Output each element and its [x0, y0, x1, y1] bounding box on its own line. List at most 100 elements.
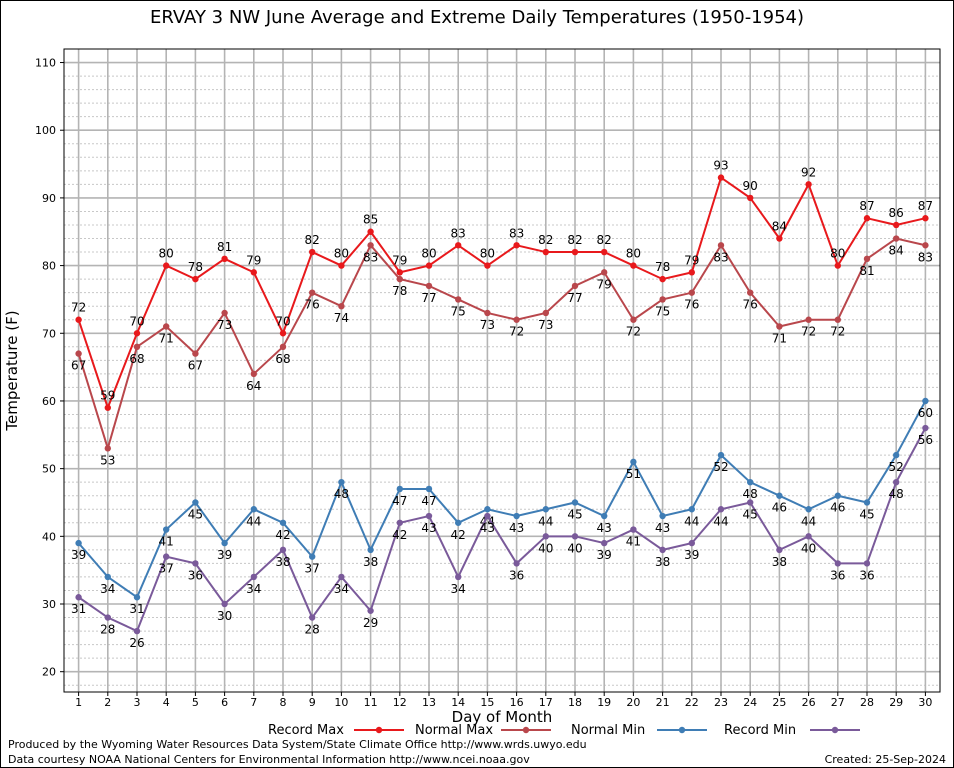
data-point [163, 323, 170, 330]
data-label: 48 [889, 487, 904, 501]
data-label: 84 [889, 244, 904, 258]
data-label: 48 [743, 487, 758, 501]
data-label: 82 [305, 233, 320, 247]
data-label: 76 [684, 298, 699, 312]
legend-swatch-marker [522, 726, 530, 734]
data-label: 39 [71, 548, 86, 562]
data-label: 72 [801, 325, 816, 339]
data-point [279, 546, 287, 554]
data-label: 80 [480, 247, 495, 261]
legend-item: Record Min [724, 723, 860, 738]
data-label: 41 [626, 535, 641, 549]
data-label: 40 [538, 541, 553, 555]
y-tick-label: 110 [35, 57, 56, 70]
data-point [221, 600, 228, 608]
y-tick-label: 60 [42, 395, 56, 408]
data-point [338, 303, 345, 310]
data-point [425, 512, 433, 520]
data-point [717, 242, 725, 249]
data-label: 83 [451, 226, 466, 240]
data-label: 81 [217, 240, 232, 254]
data-label: 77 [567, 291, 582, 305]
data-point [250, 269, 257, 276]
data-point [396, 519, 403, 526]
chart-title: ERVAY 3 NW June Average and Extreme Dail… [149, 7, 805, 28]
data-point [630, 526, 637, 533]
data-label: 45 [743, 507, 758, 521]
data-point [630, 262, 637, 269]
y-tick-label: 20 [42, 666, 56, 679]
x-tick-label: 4 [163, 696, 170, 709]
data-label: 82 [567, 233, 582, 247]
data-label: 80 [830, 247, 845, 261]
data-point [192, 275, 199, 283]
data-point [601, 248, 608, 256]
data-point [75, 594, 82, 601]
data-label: 42 [392, 528, 407, 542]
legend-item: Normal Min [571, 723, 707, 738]
legend-item: Normal Max [415, 723, 551, 738]
data-label: 73 [538, 318, 553, 332]
data-point [425, 282, 433, 290]
x-tick-label: 6 [221, 696, 228, 709]
data-point [279, 343, 287, 351]
x-axis-label: Day of Month [452, 708, 553, 726]
data-point [367, 546, 374, 554]
series-line [77, 400, 927, 599]
data-label: 60 [918, 406, 933, 420]
data-point [163, 262, 170, 269]
legend-swatch-marker [678, 726, 686, 734]
data-label: 78 [655, 260, 670, 274]
legend-item: Record Max [268, 723, 404, 738]
data-label: 43 [509, 521, 524, 535]
data-point [75, 539, 82, 547]
data-label: 80 [334, 247, 349, 261]
data-label: 45 [567, 507, 582, 521]
data-label: 52 [713, 460, 728, 474]
data-label: 45 [188, 507, 203, 521]
series-normal-max: 67 53 68 71 67 73 64 68 76 74 83 78 77 75 73 72 73 77 79 72… [71, 235, 933, 467]
data-label: 80 [626, 247, 641, 261]
data-label: 40 [801, 541, 816, 555]
y-tick-label: 40 [42, 530, 56, 543]
data-point [192, 560, 199, 567]
data-label: 76 [305, 298, 320, 312]
data-point [367, 228, 374, 235]
x-tick-label: 12 [393, 696, 407, 709]
data-label: 28 [305, 623, 320, 637]
data-point [659, 296, 666, 303]
x-tick-label: 23 [714, 696, 728, 709]
data-point [776, 235, 783, 242]
data-point [688, 539, 695, 547]
data-label: 72 [830, 325, 845, 339]
data-label: 76 [743, 298, 758, 312]
x-tick-label: 25 [772, 696, 786, 709]
data-point [834, 492, 841, 499]
data-label: 73 [217, 318, 232, 332]
data-label: 92 [801, 165, 816, 179]
data-label: 68 [129, 352, 144, 366]
data-point [717, 506, 725, 513]
x-tick-label: 27 [831, 696, 845, 709]
data-label: 83 [918, 250, 933, 264]
data-label: 79 [246, 253, 261, 267]
data-point [250, 573, 257, 581]
data-label: 59 [100, 389, 115, 403]
data-point [688, 506, 695, 513]
data-label: 34 [451, 582, 466, 596]
data-label: 70 [275, 314, 290, 328]
data-label: 37 [159, 562, 174, 576]
data-label: 30 [217, 609, 232, 623]
data-label: 75 [451, 304, 466, 318]
data-label: 73 [480, 318, 495, 332]
data-label: 90 [743, 179, 758, 193]
data-point [659, 275, 666, 283]
data-label: 46 [772, 501, 787, 515]
data-label: 71 [159, 332, 174, 346]
x-tick-label: 15 [480, 696, 494, 709]
x-tick-label: 3 [134, 696, 141, 709]
data-point [75, 350, 82, 357]
data-point [163, 553, 170, 560]
x-tick-label: 26 [802, 696, 816, 709]
x-tick-label: 30 [918, 696, 932, 709]
